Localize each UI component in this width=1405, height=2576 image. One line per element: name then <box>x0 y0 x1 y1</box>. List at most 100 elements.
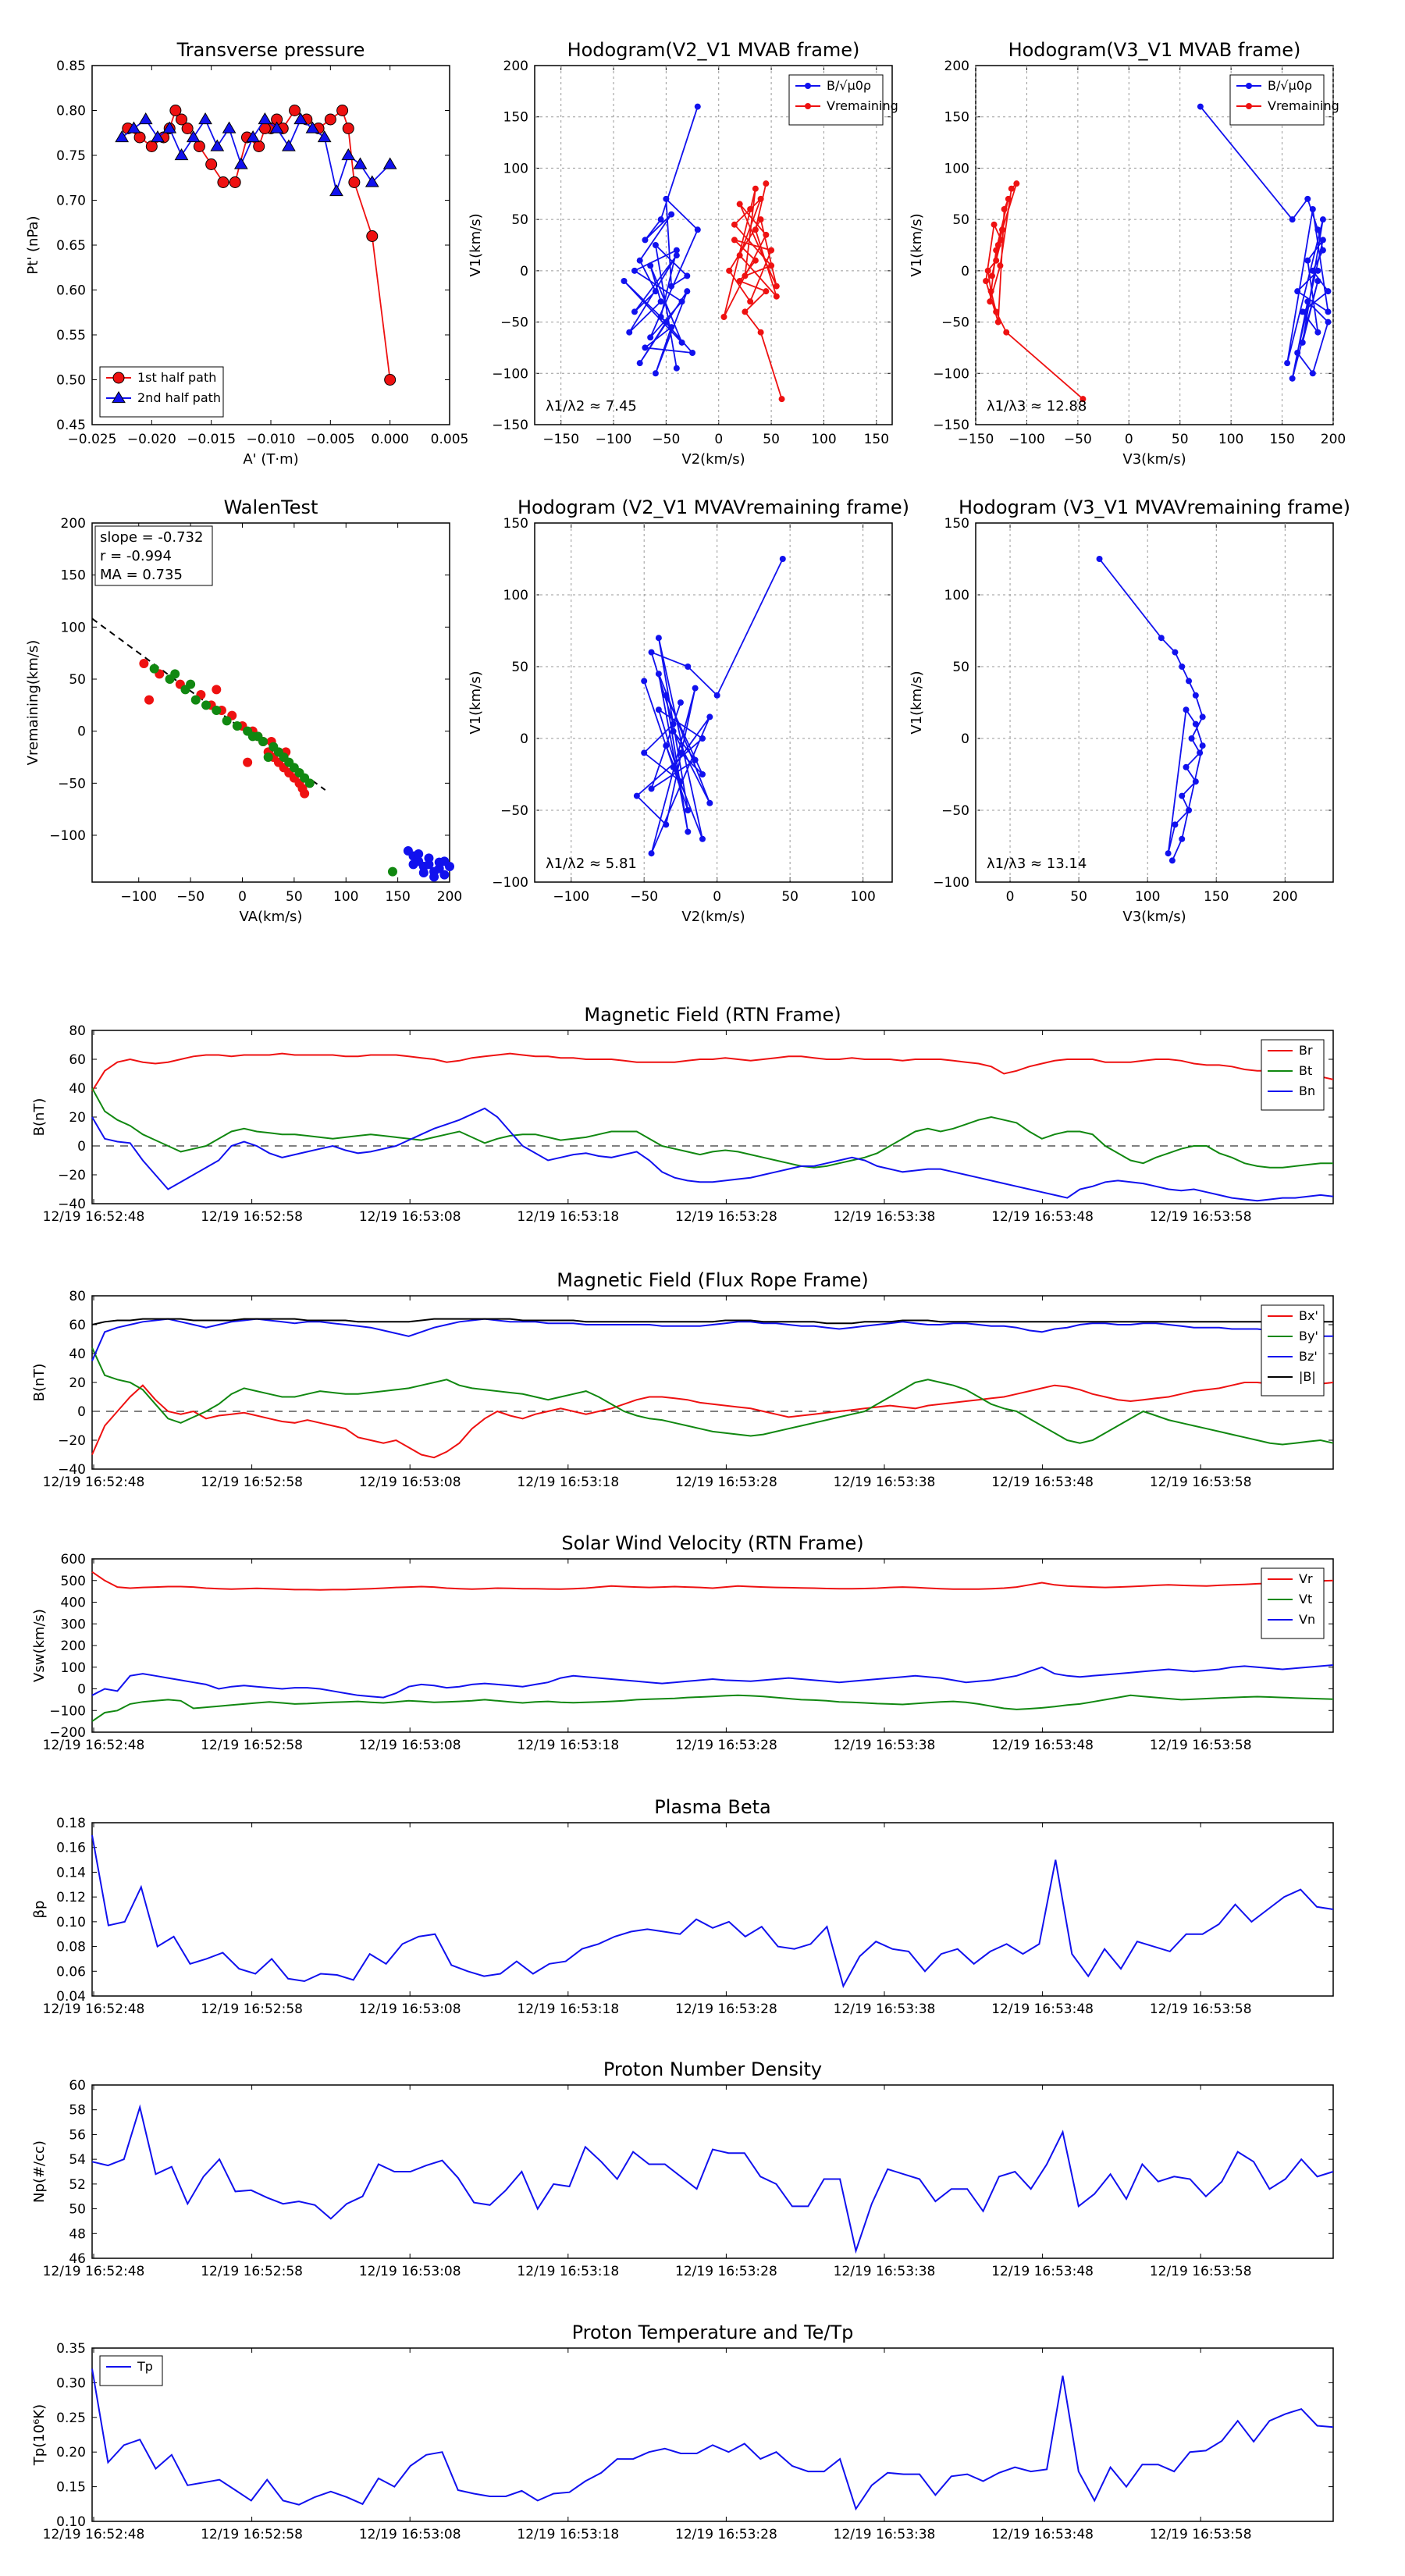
y-tick-label: 46 <box>69 2251 86 2267</box>
data-point <box>1197 103 1204 110</box>
triangle-marker <box>329 184 343 197</box>
data-point <box>999 226 1006 233</box>
data-point <box>670 720 677 728</box>
chart-pt-title: Transverse pressure <box>176 39 365 61</box>
triangle-marker <box>258 112 272 125</box>
x-tick-label: 12/19 16:53:18 <box>517 1738 619 1753</box>
data-point <box>987 298 994 305</box>
data-point <box>779 556 786 562</box>
data-point <box>1304 195 1311 202</box>
series-line-np <box>91 2104 1334 2254</box>
y-tick-label: 0.20 <box>56 2445 86 2460</box>
data-point <box>694 103 701 110</box>
y-tick-label: 0.04 <box>56 1989 86 2005</box>
data-point <box>731 221 738 228</box>
triangle-marker <box>317 130 332 143</box>
y-tick-label: 0.65 <box>56 238 86 254</box>
data-point <box>144 695 155 705</box>
data-point <box>657 298 664 305</box>
data-point <box>668 211 675 218</box>
legend-label: By' <box>1299 1329 1318 1343</box>
data-point <box>170 669 180 679</box>
data-point <box>988 272 995 279</box>
x-axis-label: V2(km/s) <box>681 909 745 925</box>
x-tick-label: 12/19 16:53:18 <box>517 1475 619 1490</box>
data-point <box>429 872 439 882</box>
chart-walen-title: WalenTest <box>224 496 318 518</box>
x-tick-label: 12/19 16:53:08 <box>359 1738 461 1753</box>
legend-label: Bt <box>1299 1063 1312 1078</box>
data-point <box>1172 649 1179 656</box>
chart-h23: Hodogram(V2_V1 MVAB frame) −150 −100 −50 0 50… <box>468 39 898 468</box>
data-point <box>998 237 1005 244</box>
triangle-marker <box>282 139 296 151</box>
series-line-vr <box>91 1571 1334 1591</box>
legend-label: |B| <box>1299 1369 1316 1384</box>
series-line-bn <box>91 1107 1334 1202</box>
series-line-bz <box>91 1318 1333 1361</box>
x-tick-label: 12/19 16:52:48 <box>43 2264 145 2279</box>
data-point <box>648 785 655 792</box>
y-tick-label: 0.80 <box>56 104 86 119</box>
data-point <box>652 242 659 248</box>
data-point <box>983 278 990 284</box>
data-point <box>1246 83 1252 89</box>
y-tick-label: 0.10 <box>56 2514 86 2530</box>
chart-beta: Plasma Beta 0.04 0.06 0.08 0.10 0.12 0.14 0.16 0… <box>31 1796 1334 2017</box>
x-tick-label: 12/19 16:53:18 <box>517 2264 619 2279</box>
triangle-marker <box>115 130 130 143</box>
data-point <box>993 257 1000 264</box>
circle-marker <box>193 141 205 152</box>
x-tick-label: −0.020 <box>127 432 176 447</box>
chart-hm23-title: Hodogram (V2_V1 MVAVremaining frame) <box>518 496 909 518</box>
data-point <box>408 859 418 870</box>
x-tick-label: 12/19 16:53:28 <box>675 2264 777 2279</box>
stats-line: slope = -0.732 <box>100 529 203 546</box>
x-tick-label: 0 <box>238 889 247 905</box>
data-point <box>626 329 633 336</box>
data-point <box>1188 735 1195 742</box>
legend-box <box>788 74 884 126</box>
chart-bfr-title: Magnetic Field (Flux Rope Frame) <box>557 1269 868 1291</box>
x-tick-label: 0 <box>1125 432 1133 447</box>
series-line-bx <box>91 1382 1334 1459</box>
y-tick-label: 100 <box>503 588 528 603</box>
x-tick-label: −0.025 <box>68 432 117 447</box>
triangle-marker <box>293 112 308 125</box>
data-point <box>1304 257 1311 264</box>
triangle-marker <box>305 121 320 133</box>
y-tick-label: 50 <box>511 660 528 675</box>
y-axis-label: Pt' (nPa) <box>25 215 41 274</box>
x-tick-label: 12/19 16:53:28 <box>675 2527 777 2542</box>
y-axis-label: V1(km/s) <box>468 213 484 276</box>
data-point <box>689 350 696 356</box>
circle-marker <box>366 230 379 242</box>
data-point <box>987 288 994 295</box>
y-tick-label: 20 <box>69 1375 86 1391</box>
x-tick-label: 12/19 16:53:58 <box>1150 2001 1252 2017</box>
circle-marker <box>217 176 229 188</box>
chart-pt: Transverse pressure 0.45 0.50 0.55 0.60 0.65 0… <box>25 39 468 468</box>
y-tick-label: 200 <box>61 1638 86 1654</box>
x-tick-label: 150 <box>1269 432 1294 447</box>
series-line-tp <box>91 2368 1334 2511</box>
x-axis-label: V3(km/s) <box>1122 909 1186 925</box>
y-tick-label: 50 <box>952 212 969 228</box>
data-point <box>993 308 1000 315</box>
y-axis-label: V1(km/s) <box>909 671 925 734</box>
y-tick-label: 48 <box>69 2226 86 2242</box>
y-tick-label: 0 <box>520 731 528 747</box>
x-tick-label: −50 <box>630 889 658 905</box>
y-tick-label: 0.12 <box>56 1890 86 1905</box>
data-point <box>1304 298 1311 305</box>
x-tick-label: −100 <box>1008 432 1045 447</box>
chart-h23-frame <box>534 65 893 425</box>
data-point <box>778 396 785 403</box>
chart-h33: Hodogram(V3_V1 MVAB frame) −150 −100 −50 0 50… <box>909 39 1346 468</box>
data-point <box>657 216 664 223</box>
y-tick-label: −150 <box>492 418 528 433</box>
chart-np-frame <box>91 2084 1334 2259</box>
data-point <box>699 735 706 742</box>
y-tick-label: 0.06 <box>56 1964 86 1980</box>
y-axis-label: V1(km/s) <box>468 671 484 734</box>
